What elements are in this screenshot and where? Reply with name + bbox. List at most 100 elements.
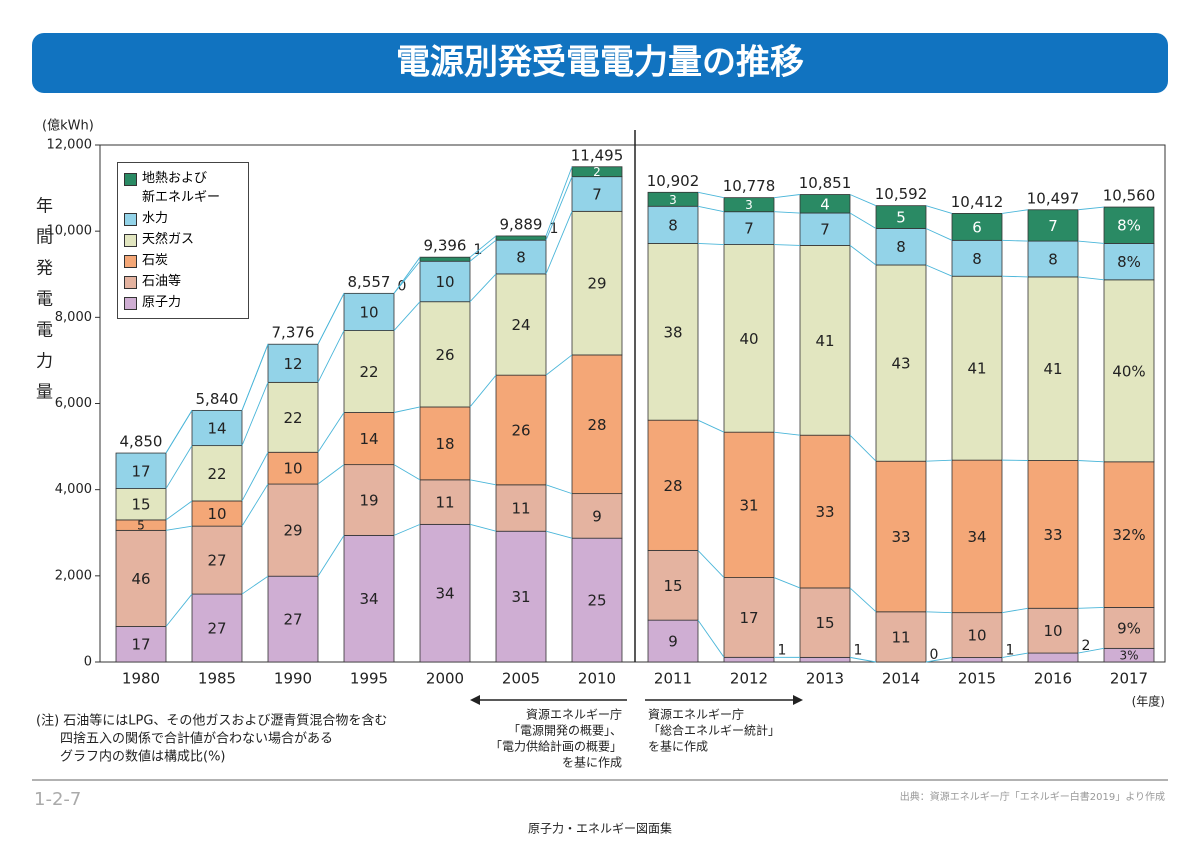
source: 「電源開発の概要」、 — [508, 724, 622, 738]
connector — [545, 530, 573, 539]
bar-segment — [115, 488, 167, 521]
bar-segment — [951, 275, 1003, 461]
connector — [469, 479, 497, 486]
connector — [165, 445, 193, 489]
bar-segment — [723, 211, 775, 245]
value-label: 10 — [967, 627, 986, 645]
legend-swatch — [124, 234, 137, 247]
x-tick-label: 2011 — [654, 670, 692, 688]
value-label: 7 — [592, 185, 602, 203]
bar-segment — [571, 176, 623, 212]
connector — [925, 657, 953, 663]
connector — [545, 176, 573, 241]
source: 資源エネルギー庁 — [526, 708, 622, 722]
connector — [469, 523, 497, 532]
bar-segment — [1103, 243, 1155, 281]
bar-segment — [191, 409, 243, 447]
value-label: 24 — [511, 316, 530, 334]
bar-segment — [1027, 276, 1079, 461]
bar-segment — [723, 577, 775, 658]
value-label: 8 — [1048, 251, 1058, 269]
value-label: 33 — [1043, 526, 1062, 544]
value-label: 9 — [668, 633, 678, 651]
value-label: 7 — [744, 220, 754, 238]
bar-segment — [267, 575, 319, 663]
legend-item: 水力 — [124, 209, 242, 228]
bar-segment — [1027, 607, 1079, 654]
value-label: 26 — [435, 346, 454, 364]
connector — [469, 235, 497, 258]
connector — [849, 587, 877, 613]
connector — [1001, 652, 1029, 658]
bar-segment — [647, 619, 699, 663]
bar-segment — [1103, 607, 1155, 649]
legend-swatch — [124, 255, 137, 268]
bar-segment — [267, 451, 319, 485]
connector — [773, 431, 801, 436]
bar-segment — [647, 191, 699, 207]
connector — [1001, 239, 1029, 242]
y-tick-label: 2,000 — [55, 568, 92, 583]
value-label: 0 — [398, 278, 407, 294]
connector — [697, 243, 725, 246]
value-label: 1 — [854, 642, 863, 658]
bar-segment — [115, 452, 167, 489]
bar-segment — [571, 166, 623, 178]
bar-segment — [799, 434, 851, 589]
total-label: 10,412 — [951, 193, 1004, 211]
bar-segment — [799, 656, 851, 663]
y-tick-label: 4,000 — [55, 482, 92, 497]
credit: 出典：資源エネルギー庁「エネルギー白書2019」より作成 — [900, 790, 1165, 803]
legend-item: 石油等 — [124, 272, 242, 291]
connector — [241, 382, 269, 446]
value-label: 10 — [359, 303, 378, 321]
legend-item: 地熱および 新エネルギー — [124, 169, 242, 207]
connector — [1001, 275, 1029, 278]
value-label: 0 — [930, 647, 939, 663]
bar-segment — [1027, 652, 1079, 663]
value-label: 38 — [663, 323, 682, 341]
connector — [545, 484, 573, 495]
legend-swatch — [124, 213, 137, 226]
connector — [697, 205, 725, 213]
total-label: 9,889 — [500, 215, 543, 233]
bar-segment — [1027, 209, 1079, 242]
bar-segment — [875, 611, 927, 663]
bar-segment — [799, 587, 851, 658]
value-label: 31 — [511, 588, 530, 606]
bar-segment — [1103, 279, 1155, 463]
connector — [469, 273, 497, 303]
connector — [849, 245, 877, 266]
value-label: 11 — [891, 628, 910, 646]
bar-segment — [495, 374, 547, 486]
value-label: 33 — [891, 528, 910, 546]
value-label: 3 — [669, 193, 677, 207]
value-label: 9% — [1117, 619, 1141, 637]
bar-segment — [343, 292, 395, 331]
x-tick-label: 2013 — [806, 670, 844, 688]
connector — [1077, 647, 1105, 654]
connector — [469, 374, 497, 408]
value-label: 8% — [1117, 217, 1141, 235]
legend-label: 天然ガス — [142, 232, 195, 247]
value-label: 19 — [359, 492, 378, 510]
note: (注) 石油等にはLPG、その他ガスおよび瀝青質混合物を含む — [36, 713, 387, 729]
legend-swatch — [124, 297, 137, 310]
value-label: 7 — [820, 221, 830, 239]
bar-segment — [343, 330, 395, 413]
connector — [697, 619, 725, 658]
value-label: 14 — [359, 430, 378, 448]
connector — [393, 256, 421, 294]
legend-label: 地熱および 新エネルギー — [142, 171, 221, 205]
connector — [317, 330, 345, 383]
value-label: 17 — [131, 636, 150, 654]
bar-segment — [571, 493, 623, 539]
legend-swatch — [124, 276, 137, 289]
bar-segment — [571, 354, 623, 495]
connector — [849, 656, 877, 663]
value-label: 40 — [739, 330, 758, 348]
value-label: 17 — [739, 609, 758, 627]
legend-swatch — [124, 173, 137, 186]
legend: 地熱および 新エネルギー 水力 天然ガス 石炭 石油等 原子力 — [117, 162, 249, 319]
total-label: 10,592 — [875, 185, 928, 203]
